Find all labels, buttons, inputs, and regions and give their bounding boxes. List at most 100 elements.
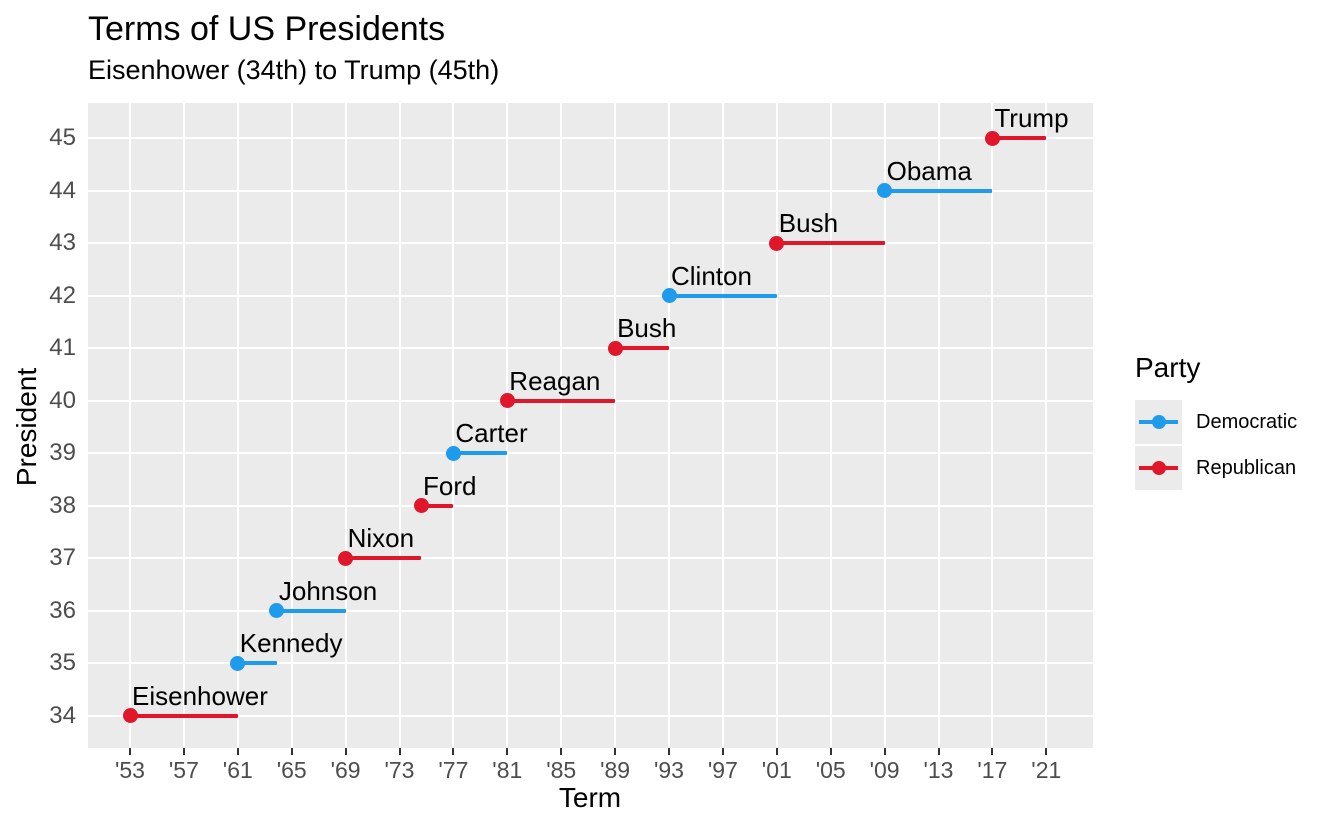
- y-tick-label: 38: [49, 491, 76, 519]
- gridline-y: [88, 347, 1093, 349]
- president-name-label: Nixon: [347, 523, 415, 553]
- president-name-label: Obama: [886, 155, 972, 186]
- term-start-dot: [445, 445, 461, 461]
- president-name-label: Trump: [994, 103, 1069, 133]
- term-segment: [130, 713, 238, 718]
- legend-item-label: Republican: [1196, 456, 1297, 479]
- gridline-x: [991, 103, 994, 748]
- x-tick-mark: [398, 748, 401, 755]
- x-tick-label: '17: [977, 757, 1008, 783]
- legend-item-label: Democratic: [1196, 410, 1298, 433]
- x-tick-label: '73: [384, 757, 415, 783]
- y-tick-label: 45: [49, 124, 76, 151]
- term-start-dot: [338, 550, 354, 566]
- x-tick-mark: [236, 748, 239, 755]
- gridline-y: [88, 242, 1093, 244]
- gridline-y: [88, 662, 1093, 664]
- x-tick-mark: [775, 748, 778, 755]
- term-segment: [237, 661, 277, 665]
- x-tick-label: '97: [707, 757, 738, 783]
- gridline-x: [344, 103, 347, 748]
- president-name-label: Bush: [778, 208, 839, 238]
- gridline-y: [88, 714, 1093, 717]
- president-name-label: Clinton: [671, 260, 752, 291]
- gridline-x: [506, 103, 509, 748]
- x-tick-mark: [344, 748, 347, 755]
- gridline-x: [668, 103, 670, 748]
- gridline-x: [614, 103, 617, 748]
- x-tick-label: '13: [923, 757, 954, 783]
- president-name-label: Kennedy: [239, 628, 343, 658]
- term-segment: [884, 188, 993, 193]
- legend-item: Democratic: [1135, 400, 1297, 444]
- y-tick-label: 44: [49, 176, 76, 204]
- term-segment: [345, 556, 422, 560]
- gridline-x: [182, 103, 185, 748]
- y-tick-label: 36: [49, 596, 76, 624]
- x-tick-label: '89: [600, 757, 631, 783]
- term-start-dot: [499, 393, 515, 408]
- x-tick-mark: [560, 748, 563, 755]
- term-start-dot: [269, 603, 285, 618]
- x-tick-label: '05: [815, 757, 846, 783]
- gridline-x: [937, 103, 940, 748]
- term-segment: [421, 503, 454, 508]
- term-segment: [453, 451, 508, 455]
- y-tick-label: 39: [49, 439, 76, 466]
- term-segment: [992, 136, 1047, 140]
- x-tick-label: '57: [168, 757, 199, 783]
- term-start-dot: [413, 498, 429, 513]
- x-tick-mark: [1045, 748, 1048, 755]
- x-tick-mark: [883, 748, 886, 755]
- gridline-y: [88, 557, 1093, 559]
- x-tick-label: '93: [654, 757, 684, 783]
- president-name-label: Carter: [455, 418, 528, 448]
- x-tick-mark: [668, 748, 670, 755]
- legend: Party Democratic Republican: [1135, 352, 1297, 492]
- x-tick-label: '69: [330, 757, 361, 783]
- x-tick-mark: [991, 748, 994, 755]
- legend-key: [1135, 446, 1182, 490]
- gridline-x: [236, 103, 239, 748]
- president-name-label: Johnson: [278, 575, 378, 606]
- x-tick-mark: [614, 748, 617, 755]
- gridline-y: [88, 609, 1093, 612]
- gridline-x: [560, 103, 563, 748]
- y-tick-label: 42: [49, 281, 76, 309]
- y-tick-label: 35: [49, 649, 76, 676]
- term-segment: [615, 346, 669, 350]
- term-segment: [507, 398, 616, 403]
- gridline-y: [88, 294, 1093, 297]
- president-name-label: Eisenhower: [132, 680, 268, 711]
- term-start-dot: [661, 288, 677, 303]
- president-name-label: Bush: [617, 313, 677, 343]
- chart-title: Terms of US Presidents: [88, 10, 446, 48]
- gridline-x: [1045, 103, 1048, 748]
- x-tick-mark: [129, 748, 131, 755]
- x-tick-mark: [452, 748, 455, 755]
- x-tick-label: '81: [492, 757, 523, 783]
- legend-item: Republican: [1135, 446, 1297, 490]
- plot-panel: Eisenhower Kennedy Johnson Nixon Ford Carter R…: [88, 103, 1093, 748]
- gridline-y: [88, 504, 1093, 507]
- y-tick-label: 37: [49, 544, 76, 571]
- legend-key-dot-icon: [1151, 415, 1166, 429]
- gridline-x: [129, 103, 131, 748]
- y-tick-label: 41: [49, 334, 76, 361]
- gridline-y: [88, 452, 1093, 454]
- term-segment: [276, 608, 346, 613]
- term-start-dot: [877, 183, 893, 198]
- legend-title: Party: [1135, 352, 1201, 383]
- gridline-x: [721, 103, 724, 748]
- x-tick-mark: [182, 748, 185, 755]
- y-tick-label: 40: [49, 386, 76, 414]
- x-axis-title: Term: [558, 782, 622, 813]
- gridline-x: [398, 103, 401, 748]
- x-tick-label: '09: [869, 757, 900, 783]
- x-tick-label: '53: [115, 757, 145, 783]
- gridline-x: [452, 103, 455, 748]
- legend-key: [1135, 400, 1182, 444]
- term-start-dot: [769, 235, 785, 251]
- chart-subtitle: Eisenhower (34th) to Trump (45th): [88, 55, 500, 85]
